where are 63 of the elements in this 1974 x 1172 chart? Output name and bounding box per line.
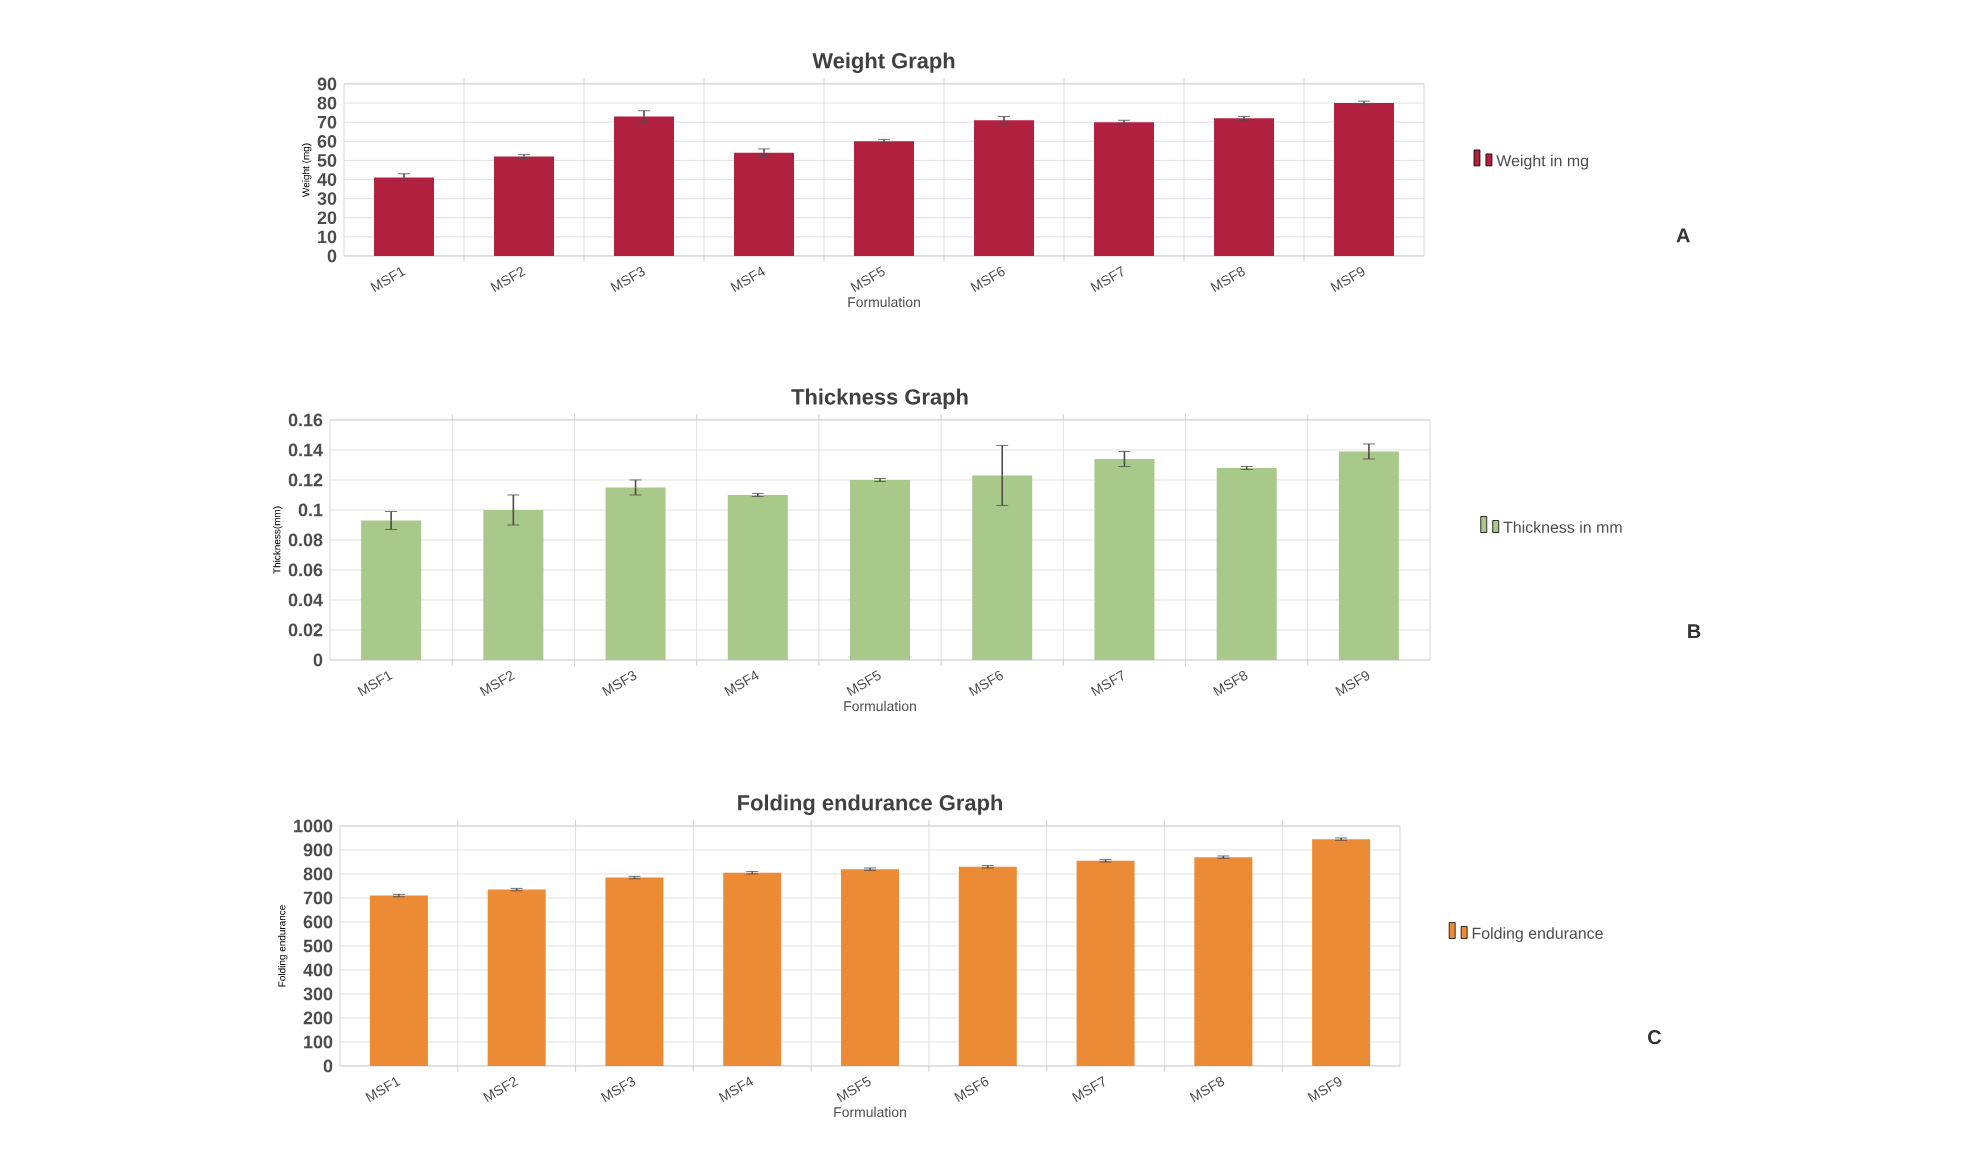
bar (1094, 122, 1155, 256)
bar (1076, 860, 1135, 1066)
y-tick-label: 80 (317, 96, 337, 110)
bar (361, 520, 422, 660)
y-tick-label: 0 (313, 653, 323, 667)
y-tick-label: 100 (304, 1035, 333, 1049)
bar (614, 116, 675, 256)
y-tick-label: 20 (317, 211, 337, 225)
y-tick-label: 0.1 (298, 503, 323, 517)
y-tick-label: 400 (303, 963, 333, 977)
y-tick-label: 700 (303, 891, 333, 905)
bar (841, 869, 900, 1066)
bar (494, 156, 555, 256)
bar (958, 866, 1017, 1066)
y-tick-label: 1000 (294, 819, 333, 833)
y-tick-label: 0 (323, 1059, 333, 1073)
y-tick-label: 0.14 (288, 443, 323, 457)
bar (483, 509, 544, 660)
y-tick-label: 0.02 (288, 623, 323, 637)
bar (605, 877, 664, 1066)
y-tick-label: 0.12 (288, 473, 323, 487)
y-tick-label: 300 (303, 987, 333, 1001)
y-tick-label: 800 (303, 867, 333, 881)
y-tick-label: 90 (317, 77, 337, 91)
text: B (1688, 624, 1701, 639)
y-tick-label: 40 (317, 173, 337, 186)
chart-title: Folding endurance Graph (738, 794, 1003, 815)
bar (1334, 103, 1395, 256)
bar (1338, 451, 1399, 660)
chart-title: Thickness Graph (791, 388, 968, 409)
y-tick-label: 0.16 (288, 413, 323, 427)
bar (1194, 857, 1253, 1066)
y-tick-label: 900 (303, 843, 333, 857)
bar (854, 141, 915, 256)
bar (1094, 458, 1155, 660)
y-tick-label: 0.04 (288, 593, 323, 607)
y-tick-label: 30 (317, 192, 337, 205)
y-tick-label: 50 (317, 154, 337, 167)
bar (974, 120, 1035, 256)
y-tick-label: 10 (318, 230, 337, 244)
bar (727, 494, 788, 660)
bar (1214, 118, 1275, 256)
y-tick-label: 70 (317, 115, 337, 129)
bar (1312, 839, 1371, 1066)
y-tick-label: 200 (303, 1011, 333, 1025)
bar (734, 152, 795, 256)
bar (369, 895, 428, 1066)
chart-title: Weight Graph (812, 52, 955, 73)
bar (850, 479, 911, 660)
text: A (1676, 228, 1690, 243)
text: C (1648, 1030, 1662, 1045)
y-tick-label: 0 (327, 249, 337, 263)
bar (374, 177, 435, 256)
y-tick-label: 0.06 (288, 563, 323, 577)
bar (723, 872, 782, 1066)
y-tick-label: 600 (303, 915, 333, 929)
y-tick-label: 500 (303, 939, 333, 953)
bar (1216, 467, 1277, 660)
y-tick-label: 0.08 (288, 533, 323, 547)
bar (972, 475, 1033, 660)
y-tick-label: 60 (317, 134, 337, 148)
bar (487, 889, 546, 1066)
bar (605, 487, 666, 660)
